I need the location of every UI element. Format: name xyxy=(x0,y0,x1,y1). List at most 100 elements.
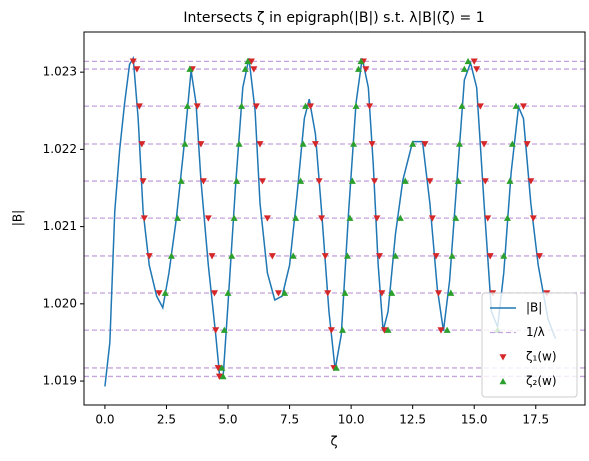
marker xyxy=(139,178,147,185)
marker xyxy=(250,66,258,73)
marker xyxy=(318,215,326,222)
marker xyxy=(247,58,255,65)
marker xyxy=(503,214,511,221)
marker xyxy=(458,102,466,109)
marker xyxy=(519,103,527,110)
marker xyxy=(447,289,455,296)
marker xyxy=(348,177,356,184)
chart-title: Intersects ζ in epigraph(|B|) s.t. λ|B|(… xyxy=(183,10,484,26)
marker xyxy=(512,102,520,109)
marker xyxy=(473,66,481,73)
marker xyxy=(321,253,329,260)
marker xyxy=(500,252,508,259)
marker xyxy=(373,215,381,222)
legend-label: ζ₁(w) xyxy=(526,350,557,364)
marker xyxy=(233,177,241,184)
marker xyxy=(161,289,169,296)
marker xyxy=(535,253,543,260)
marker xyxy=(428,215,436,222)
marker xyxy=(391,252,399,259)
marker xyxy=(480,141,488,148)
marker xyxy=(129,58,137,65)
marker xyxy=(355,65,363,72)
marker xyxy=(435,290,443,297)
marker xyxy=(292,214,300,221)
marker xyxy=(339,326,347,333)
marker xyxy=(256,141,264,148)
marker xyxy=(138,141,146,148)
x-tick-label: 2.5 xyxy=(157,413,176,427)
marker xyxy=(476,103,484,110)
marker xyxy=(460,65,468,72)
marker xyxy=(523,141,531,148)
marker xyxy=(527,178,535,185)
legend-box xyxy=(481,292,578,398)
marker xyxy=(299,140,307,147)
legend-label: ζ₂(w) xyxy=(526,374,557,388)
y-axis-label: |B| xyxy=(11,210,25,226)
marker xyxy=(452,214,460,221)
y-tick-label: 1.019 xyxy=(43,374,77,388)
marker xyxy=(401,177,409,184)
marker xyxy=(375,253,383,260)
marker xyxy=(204,215,212,222)
marker xyxy=(208,253,216,260)
y-tick-label: 1.021 xyxy=(43,219,77,233)
marker xyxy=(378,290,386,297)
marker xyxy=(454,177,462,184)
marker xyxy=(224,289,232,296)
marker xyxy=(332,364,340,371)
x-tick-label: 7.5 xyxy=(280,413,299,427)
marker xyxy=(230,214,238,221)
marker xyxy=(506,177,514,184)
marker xyxy=(210,290,218,297)
marker xyxy=(258,178,266,185)
marker xyxy=(432,253,440,260)
marker xyxy=(244,57,252,65)
marker xyxy=(443,326,451,333)
marker xyxy=(464,57,472,65)
marker xyxy=(215,373,223,380)
marker xyxy=(455,140,463,147)
marker xyxy=(302,102,310,109)
marker xyxy=(437,327,445,334)
marker xyxy=(470,58,478,65)
x-axis-label: ζ xyxy=(330,435,337,450)
marker xyxy=(177,177,185,184)
marker xyxy=(235,140,243,147)
marker xyxy=(186,65,194,72)
marker xyxy=(508,140,516,147)
marker xyxy=(135,103,143,110)
marker xyxy=(238,102,246,109)
legend-label: 1/λ xyxy=(526,325,545,339)
legend-swatch xyxy=(499,378,507,385)
y-tick-label: 1.023 xyxy=(43,65,77,79)
marker xyxy=(362,66,370,73)
marker xyxy=(219,372,227,380)
marker xyxy=(388,289,396,296)
marker xyxy=(140,215,148,222)
marker xyxy=(484,215,492,222)
marker xyxy=(214,365,222,372)
marker xyxy=(193,103,201,110)
x-tick-label: 0.0 xyxy=(95,413,114,427)
y-tick-label: 1.022 xyxy=(43,142,77,156)
marker xyxy=(241,65,249,72)
marker xyxy=(274,290,282,297)
marker xyxy=(268,253,276,260)
marker xyxy=(220,326,228,333)
marker xyxy=(252,103,260,110)
marker xyxy=(341,289,349,296)
marker xyxy=(281,289,289,296)
marker xyxy=(145,253,153,260)
marker xyxy=(426,178,434,185)
legend-label: |B| xyxy=(526,301,542,315)
marker xyxy=(346,214,354,221)
marker xyxy=(174,214,182,221)
marker xyxy=(263,215,271,222)
marker xyxy=(315,178,323,185)
marker xyxy=(324,290,332,297)
marker xyxy=(311,141,319,148)
marker xyxy=(352,102,360,109)
